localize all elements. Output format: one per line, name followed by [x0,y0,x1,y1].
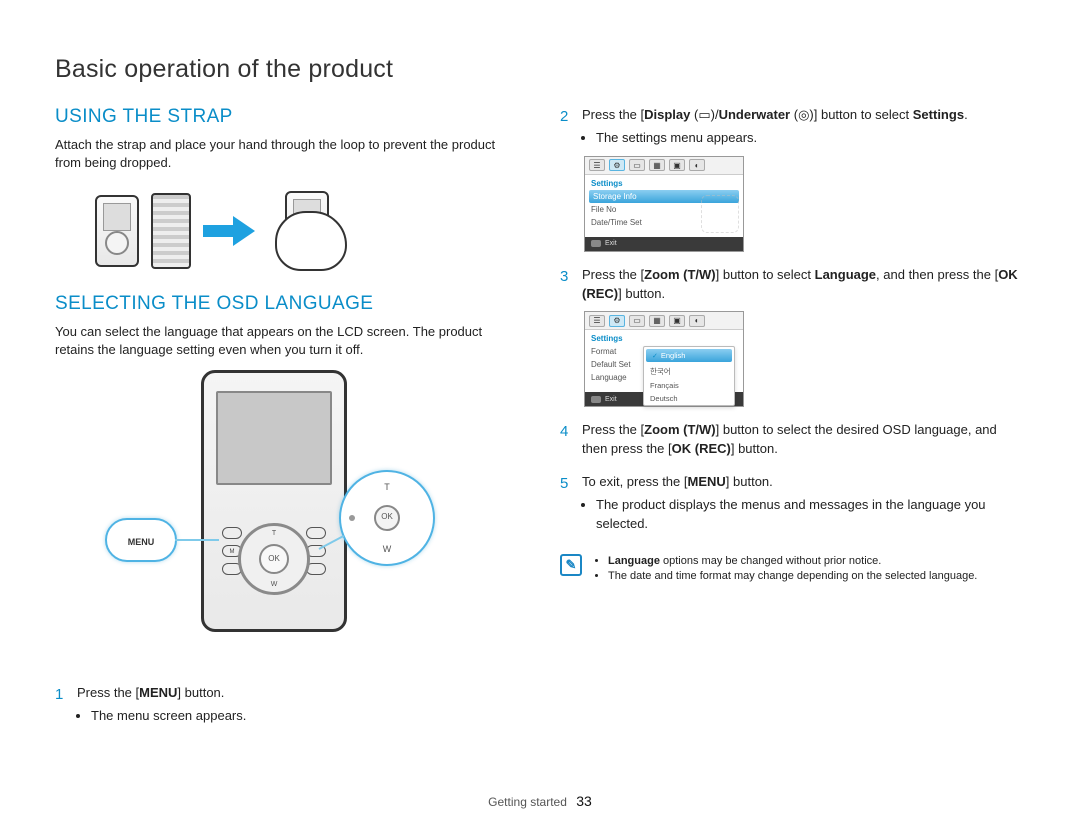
underwater-icon: ◎ [798,107,809,122]
page-footer: Getting started 33 [0,793,1080,809]
osd-body: You can select the language that appears… [55,323,520,358]
display-icon: ▭ [698,107,710,122]
settings-category: Settings [589,177,739,190]
settings-category: Settings [589,332,739,345]
ring-w-label: W [271,581,278,588]
step-3-number: 3 [560,266,574,304]
settings-screen-2: ☰ ⚙ ▭ ▦ ▣ ◐ Settings Format Default Set … [584,311,744,407]
tab-icon: ▭ [629,159,645,171]
step-5-result: The product displays the menus and messa… [596,496,1025,534]
tab-icon: ▣ [669,315,685,327]
menu-chip-icon [591,396,601,403]
page-title: Basic operation of the product [55,55,1025,84]
menu-button-ref: MENU [139,685,177,700]
nav-ring-callout: T W [339,470,435,566]
ring-t-label: T [272,530,276,537]
tab-icon: ▣ [669,159,685,171]
hand-holding-device-icon [275,187,347,275]
osd-heading: SELECTING THE OSD LANGUAGE [55,293,520,315]
step-3: 3 Press the [Zoom (T/W)] button to selec… [560,266,1025,304]
lang-option-korean: 한국어 [644,364,734,379]
arrow-right-icon [203,216,263,246]
strap-coil-icon [151,193,191,269]
step-4-number: 4 [560,421,574,459]
step-2-result: The settings menu appears. [596,129,1025,148]
note-box: ✎ Language options may be changed withou… [560,554,1025,585]
device-large-icon: M T W [201,370,347,632]
tab-icon: ▭ [629,315,645,327]
step-2: 2 Press the [Display (▭)/Underwater (◎)]… [560,106,1025,148]
right-column: 2 Press the [Display (▭)/Underwater (◎)]… [560,106,1025,726]
step-5-number: 5 [560,473,574,534]
tab-settings-icon: ⚙ [609,159,625,171]
exit-label: Exit [605,240,617,247]
device-diagram: M T W MENU T W [105,370,445,670]
tab-icon: ◐ [689,159,705,171]
tab-icon: ▦ [649,315,665,327]
menu-chip-icon [591,240,601,247]
tab-icon: ▦ [649,159,665,171]
note-icon: ✎ [560,554,582,576]
step-1-result: The menu screen appears. [91,707,520,726]
lang-option-english: English [646,349,732,362]
sdcard-ghost-icon [701,195,739,233]
step-2-number: 2 [560,106,574,148]
footer-page-number: 33 [576,793,592,809]
step-1-number: 1 [55,684,69,726]
step-4: 4 Press the [Zoom (T/W)] button to selec… [560,421,1025,459]
strap-body: Attach the strap and place your hand thr… [55,136,520,171]
note-line-1: Language options may be changed without … [608,554,977,569]
language-dropdown: English 한국어 Français Deutsch [643,346,735,406]
settings-screen-1: ☰ ⚙ ▭ ▦ ▣ ◐ Settings Storage Info File N… [584,156,744,252]
lang-option-french: Français [644,379,734,392]
lang-option-german: Deutsch [644,392,734,405]
note-line-2: The date and time format may change depe… [608,569,977,584]
left-column: USING THE STRAP Attach the strap and pla… [55,106,520,726]
menu-callout: MENU [105,518,177,562]
tab-icon: ☰ [589,315,605,327]
tab-settings-icon: ⚙ [609,315,625,327]
footer-section: Getting started [488,795,567,809]
strap-heading: USING THE STRAP [55,106,520,128]
device-front-icon [95,195,139,267]
tab-icon: ☰ [589,159,605,171]
step-5: 5 To exit, press the [MENU] button. The … [560,473,1025,534]
exit-label: Exit [605,396,617,403]
tab-icon: ◐ [689,315,705,327]
step-1: 1 Press the [MENU] button. The menu scre… [55,684,520,726]
strap-illustration [55,181,520,293]
